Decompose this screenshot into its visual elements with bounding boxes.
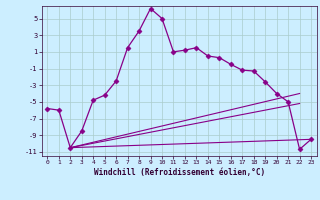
X-axis label: Windchill (Refroidissement éolien,°C): Windchill (Refroidissement éolien,°C) xyxy=(94,168,265,177)
